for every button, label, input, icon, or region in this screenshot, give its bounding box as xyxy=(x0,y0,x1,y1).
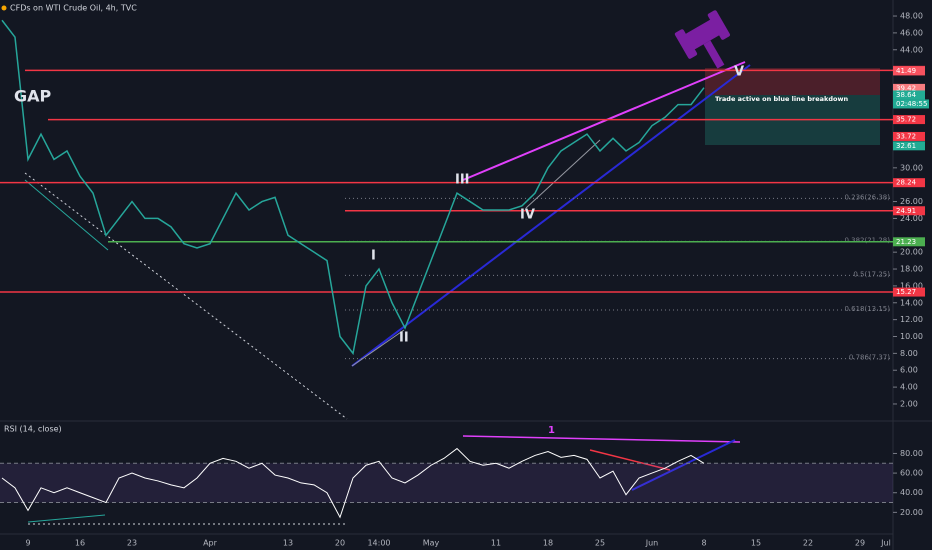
price-label: 24.91 xyxy=(896,207,916,215)
rsi-annotation: 1 xyxy=(548,425,555,436)
y-tick-label: 10.00 xyxy=(900,332,923,341)
rsi-line xyxy=(1,447,705,519)
y-tick-label: 20.00 xyxy=(900,248,923,257)
chart-title: CFDs on WTI Crude Oil, 4h, TVC xyxy=(10,4,137,13)
x-tick-label: 18 xyxy=(543,539,553,548)
loss-zone xyxy=(705,68,880,95)
rsi-band xyxy=(0,463,893,503)
price-label-box xyxy=(893,237,925,247)
x-tick-label: 13 xyxy=(283,539,293,548)
y-tick-label: 26.00 xyxy=(900,197,923,206)
y-tick-label: 44.00 xyxy=(900,45,923,54)
x-tick-label: Jun xyxy=(645,539,659,548)
price-label-box xyxy=(893,206,925,216)
x-tick-label: 14:00 xyxy=(367,539,390,548)
y-tick-label: 24.00 xyxy=(900,214,923,223)
annotation: I xyxy=(371,249,376,264)
price-label-box xyxy=(893,90,925,100)
y-tick-label: 48.00 xyxy=(900,12,923,21)
y-tick-label: 4.00 xyxy=(900,383,918,392)
price-label-box xyxy=(893,178,925,188)
fib-label: 0.382(21.28) xyxy=(844,236,890,244)
trend-line xyxy=(24,179,109,251)
price-label: 15.27 xyxy=(896,288,916,296)
y-tick-label: 12.00 xyxy=(900,315,923,324)
blue-trend-line xyxy=(351,64,751,367)
gavel-icon xyxy=(674,10,730,69)
x-tick-label: 29 xyxy=(855,539,865,548)
x-tick-label: 15 xyxy=(751,539,761,548)
x-tick-label: 8 xyxy=(701,539,706,548)
x-tick-label: Apr xyxy=(203,539,218,548)
annotation: II xyxy=(399,331,409,346)
wave-line xyxy=(525,139,601,209)
annotation: Trade active on blue line breakdown xyxy=(715,95,849,103)
price-line xyxy=(1,19,705,356)
price-label-box xyxy=(893,83,925,93)
status-dot xyxy=(1,5,7,11)
x-tick-label: May xyxy=(423,539,440,548)
rsi-blue-line xyxy=(631,439,736,491)
price-label: 35.72 xyxy=(896,116,916,124)
y-tick-label: 8.00 xyxy=(900,349,918,358)
fib-label: 0.618(13.15) xyxy=(844,305,890,313)
annotation: V xyxy=(734,65,744,80)
x-tick-label: 11 xyxy=(491,539,501,548)
annotation: GAP xyxy=(14,87,52,106)
x-tick-label: 20 xyxy=(335,539,345,548)
annotation: IV xyxy=(520,208,535,223)
rsi-magenta-line xyxy=(462,435,741,443)
x-tick-label: Jul xyxy=(880,539,891,548)
fib-label: 0.5(17.25) xyxy=(853,270,890,278)
rsi-tick-label: 40.00 xyxy=(900,488,923,497)
annotation: III xyxy=(455,173,470,188)
x-tick-label: 25 xyxy=(595,539,605,548)
rsi-tick-label: 20.00 xyxy=(900,508,923,517)
price-label-box xyxy=(893,115,925,125)
price-label-box xyxy=(893,141,925,151)
price-label: 41.49 xyxy=(896,67,916,75)
rsi-tick-label: 80.00 xyxy=(900,449,923,458)
x-tick-label: 9 xyxy=(25,539,30,548)
price-label: 38.64 xyxy=(896,91,917,99)
y-tick-label: 16.00 xyxy=(900,281,923,290)
y-tick-label: 2.00 xyxy=(900,399,918,408)
countdown-box xyxy=(893,99,929,109)
rsi-trend-line xyxy=(27,514,106,523)
rsi-title: RSI (14, close) xyxy=(4,425,62,434)
price-label-box xyxy=(893,287,925,297)
fib-label: 0.786(7.37) xyxy=(849,354,890,362)
y-tick-label: 18.00 xyxy=(900,265,923,274)
y-tick-label: 46.00 xyxy=(900,28,923,37)
rsi-tick-label: 60.00 xyxy=(900,469,923,478)
countdown: 02:48:55 xyxy=(896,100,927,108)
price-label: 39.42 xyxy=(896,84,916,92)
price-label: 32.61 xyxy=(896,142,916,150)
y-tick-label: 14.00 xyxy=(900,298,923,307)
fib-label: 0.236(26.38) xyxy=(844,193,890,201)
price-label-box xyxy=(893,131,925,141)
rsi-red-line xyxy=(589,449,671,471)
x-tick-label: 16 xyxy=(75,539,85,548)
x-tick-label: 22 xyxy=(803,539,813,548)
price-label: 33.72 xyxy=(896,132,916,140)
y-tick-label: 6.00 xyxy=(900,366,918,375)
price-label-box xyxy=(893,66,925,76)
price-label: 21.23 xyxy=(896,238,916,246)
x-tick-label: 23 xyxy=(127,539,137,548)
price-label: 28.24 xyxy=(896,179,917,187)
wave-line xyxy=(351,329,405,367)
y-tick-label: 30.00 xyxy=(900,163,923,172)
magenta-trend-line xyxy=(462,61,746,181)
